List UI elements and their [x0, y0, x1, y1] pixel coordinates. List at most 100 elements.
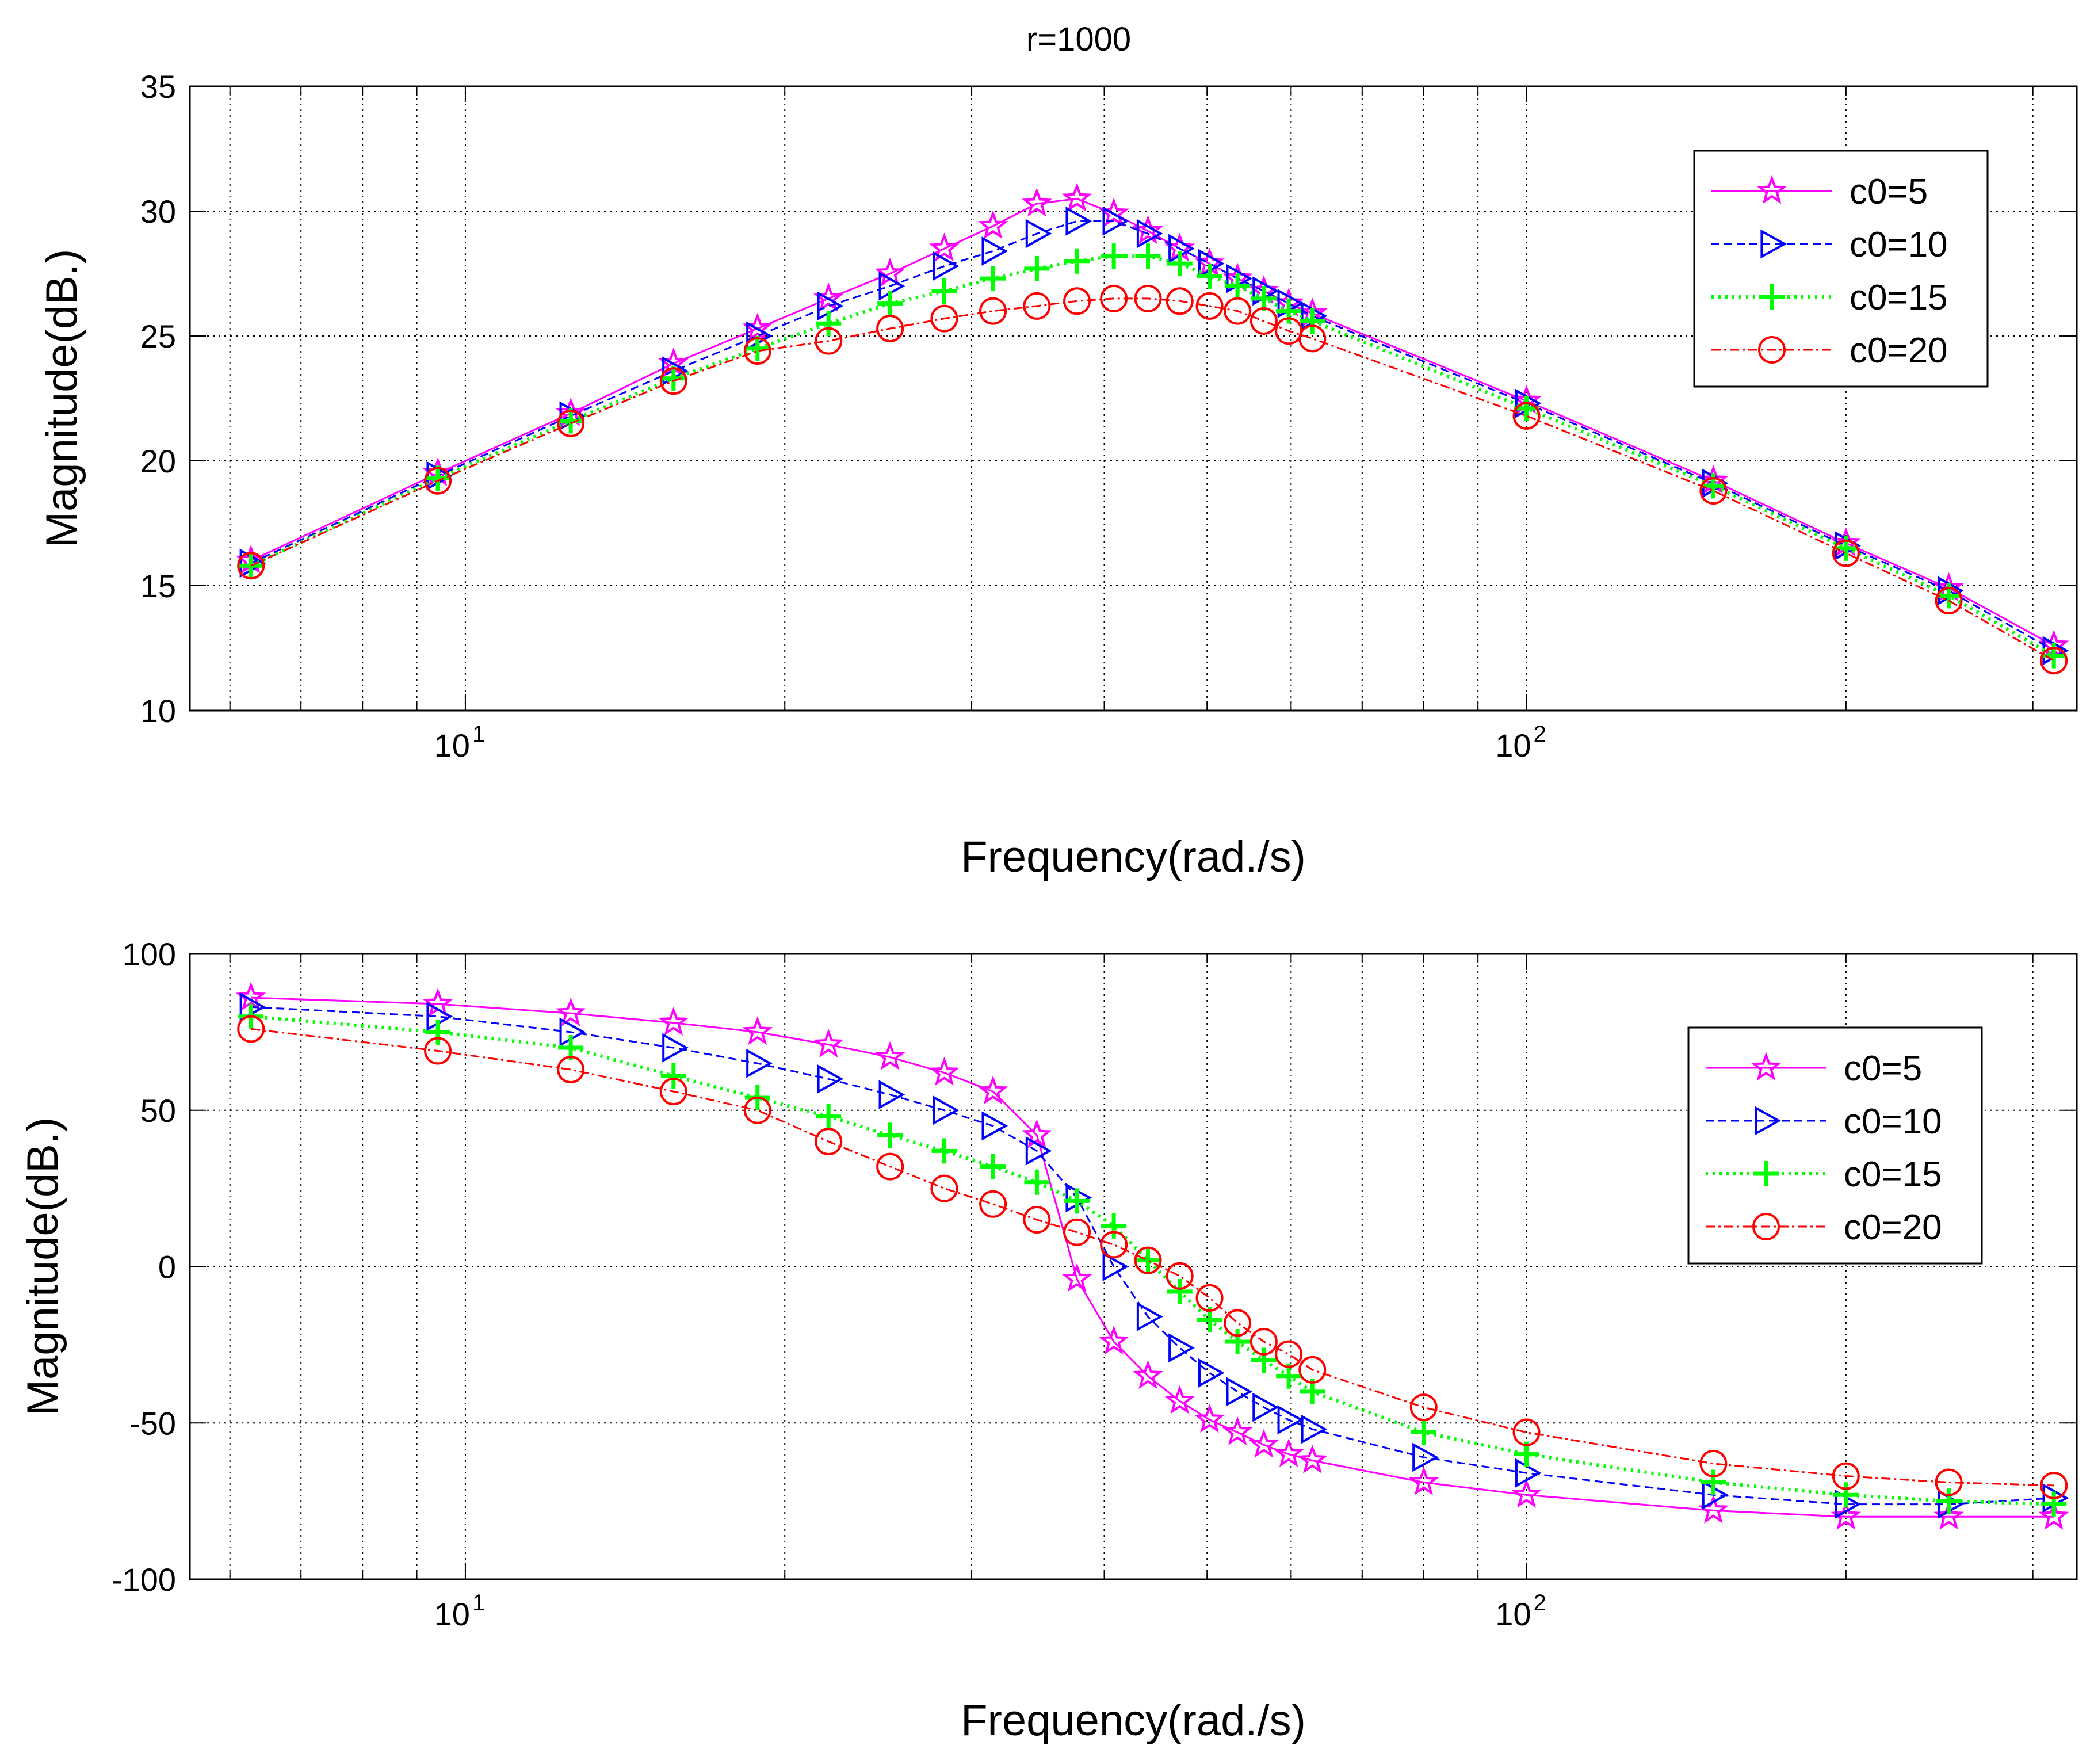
- data-point: [1164, 1385, 1195, 1414]
- data-point: [1100, 284, 1128, 312]
- data-point: [1063, 1218, 1091, 1246]
- data-point: [979, 1190, 1007, 1218]
- data-point: [557, 1056, 585, 1084]
- y-tick-label: 30: [140, 193, 176, 230]
- data-point: [1101, 243, 1127, 269]
- data-point: [2041, 1491, 2067, 1517]
- data-point: [658, 1006, 689, 1036]
- data-point: [1251, 285, 1277, 311]
- data-point: [1134, 284, 1162, 312]
- data-point: [1166, 1262, 1194, 1290]
- legend-marker: [1758, 336, 1786, 364]
- data-point: [1252, 1392, 1279, 1422]
- legend-marker: [1753, 1161, 1779, 1186]
- data-point: [1098, 1326, 1129, 1355]
- data-point: [1251, 1347, 1277, 1373]
- data-point: [816, 311, 842, 337]
- data-point: [1225, 273, 1251, 299]
- data-point: [1195, 1284, 1224, 1312]
- data-point: [659, 367, 687, 395]
- data-point: [424, 1037, 452, 1065]
- data-point: [1022, 1119, 1052, 1148]
- data-point: [981, 1111, 1008, 1141]
- data-point: [1023, 292, 1051, 320]
- data-point: [1301, 1414, 1328, 1444]
- data-point: [1136, 219, 1163, 249]
- data-point: [744, 335, 770, 361]
- data-point: [874, 1041, 905, 1070]
- data-point: [1061, 182, 1092, 212]
- y-tick-label: 0: [158, 1249, 176, 1285]
- data-point: [662, 1033, 689, 1063]
- data-point: [1832, 1462, 1860, 1490]
- data-point: [929, 232, 960, 262]
- data-point: [1198, 1358, 1225, 1388]
- data-point: [980, 1154, 1006, 1179]
- data-point: [1224, 297, 1252, 325]
- data-point: [1935, 587, 1963, 615]
- data-point: [1412, 1442, 1439, 1472]
- y-tick-label: 20: [140, 443, 176, 479]
- data-point: [1248, 1429, 1279, 1458]
- data-point: [1411, 1419, 1436, 1445]
- data-point: [878, 1080, 905, 1109]
- legend-marker: [1756, 175, 1787, 204]
- data-point: [1298, 1356, 1327, 1384]
- data-point: [933, 1095, 960, 1125]
- data-point: [1249, 307, 1278, 335]
- data-point: [1102, 206, 1129, 236]
- data-point: [1065, 206, 1092, 236]
- data-point: [2040, 1471, 2068, 1499]
- data-point: [660, 1063, 686, 1089]
- data-point: [1511, 1479, 1542, 1508]
- data-point: [1408, 1466, 1439, 1495]
- data-point: [977, 1075, 1008, 1105]
- data-point: [424, 467, 452, 495]
- y-tick-label: 15: [140, 568, 176, 604]
- data-point: [1101, 1213, 1127, 1239]
- data-point: [877, 1122, 903, 1148]
- data-point: [1300, 308, 1325, 334]
- data-point: [977, 210, 1008, 239]
- data-point: [1833, 1482, 1859, 1508]
- data-point: [425, 465, 451, 491]
- series-c0=20: [237, 1015, 2068, 1499]
- data-point: [813, 1028, 844, 1057]
- data-point: [660, 365, 686, 391]
- legend-marker: [1759, 284, 1785, 310]
- data-point: [2038, 1500, 2069, 1530]
- data-point: [1167, 1278, 1193, 1304]
- y-tick-label: -50: [129, 1405, 176, 1441]
- data-point: [1100, 1231, 1128, 1259]
- y-tick-label: -100: [112, 1561, 176, 1598]
- data-point: [1936, 1488, 1962, 1514]
- data-point: [558, 408, 584, 434]
- x-axis-label: Frequency(rad./s): [961, 833, 1306, 881]
- y-axis-label: Magnitude(dB.): [18, 1117, 67, 1416]
- data-point: [931, 1138, 957, 1164]
- series-line: [251, 996, 2054, 1518]
- data-point: [1935, 1468, 1963, 1496]
- data-point: [557, 409, 585, 437]
- data-point: [1133, 1360, 1163, 1389]
- series-line: [251, 1006, 2054, 1506]
- legend-marker: [1752, 1213, 1780, 1240]
- data-point: [237, 552, 265, 580]
- y-tick-label: 25: [140, 318, 176, 354]
- data-point: [746, 1048, 773, 1078]
- data-point: [742, 1016, 773, 1045]
- data-point: [1136, 1302, 1163, 1331]
- data-point: [1022, 188, 1052, 217]
- data-point: [930, 304, 958, 333]
- data-point: [1064, 1188, 1090, 1214]
- data-point: [1273, 1438, 1304, 1468]
- data-point: [979, 297, 1007, 325]
- legend-label: c0=15: [1844, 1155, 1942, 1194]
- legend-label: c0=20: [1844, 1208, 1942, 1247]
- grid: [190, 86, 2077, 711]
- series-c0=5: [235, 982, 2069, 1530]
- x-axis-label: Frequency(rad./s): [961, 1696, 1306, 1745]
- data-point: [1195, 292, 1224, 320]
- legend-box: [1687, 1026, 1983, 1265]
